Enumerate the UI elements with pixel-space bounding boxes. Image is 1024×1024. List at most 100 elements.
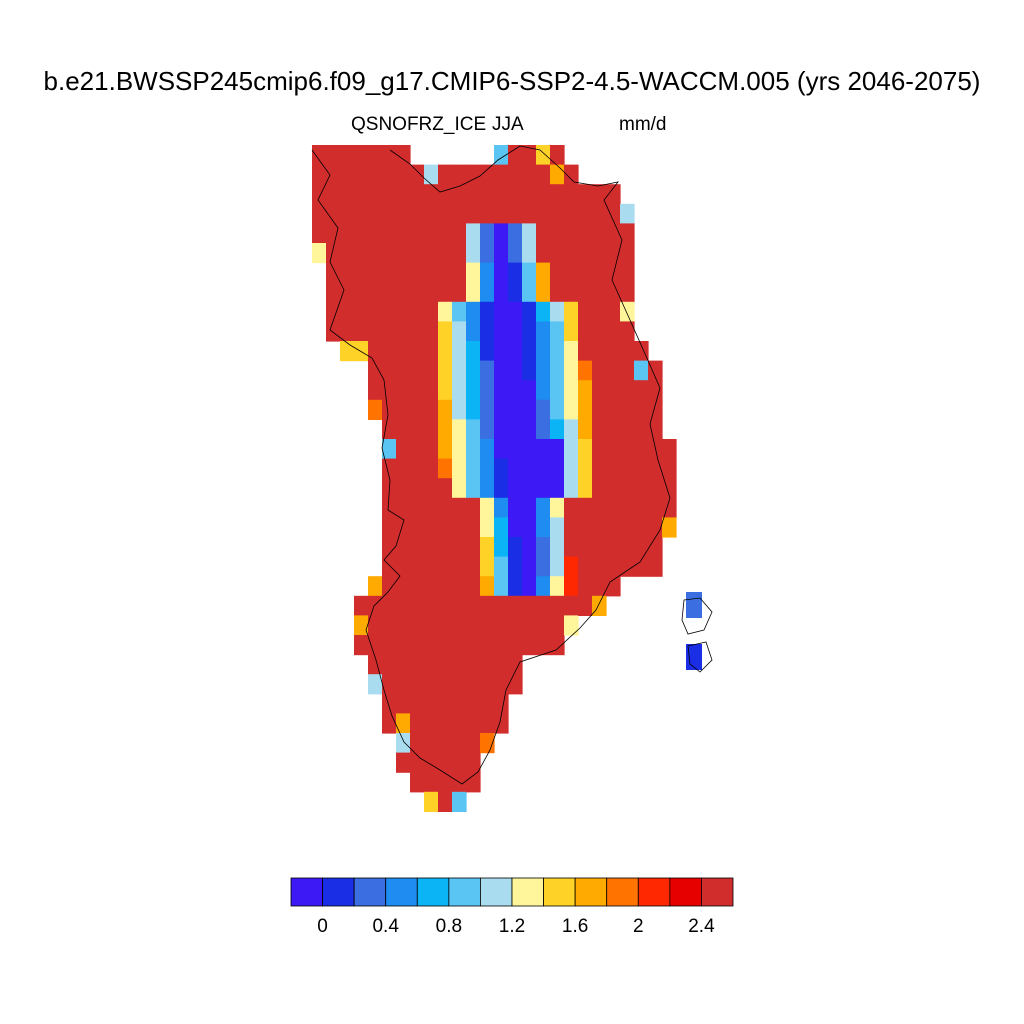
grid-cell — [368, 184, 383, 205]
grid-cell — [480, 184, 495, 205]
grid-cell — [620, 439, 635, 460]
grid-cell — [466, 243, 481, 264]
grid-cell — [368, 576, 383, 597]
grid-cell — [494, 595, 509, 616]
grid-cell — [396, 713, 411, 734]
grid-cell — [382, 419, 397, 440]
grid-cell — [606, 556, 621, 577]
grid-cell — [312, 145, 327, 166]
grid-cell — [522, 595, 537, 616]
grid-cell — [536, 243, 551, 264]
grid-cell — [410, 635, 425, 656]
grid-cell — [662, 458, 677, 479]
grid-cell — [382, 282, 397, 303]
grid-cell — [494, 419, 509, 440]
grid-cell — [382, 635, 397, 656]
grid-cell — [396, 203, 411, 224]
grid-cell — [480, 439, 495, 460]
grid-cell — [564, 360, 579, 381]
grid-cell — [592, 321, 607, 342]
grid-cell — [396, 360, 411, 381]
grid-cell — [508, 635, 523, 656]
grid-cell — [466, 772, 481, 793]
grid-cell — [466, 497, 481, 518]
grid-cell — [620, 243, 635, 264]
grid-cell — [438, 693, 453, 714]
grid-cell — [592, 576, 607, 597]
grid-cell — [592, 419, 607, 440]
grid-cell — [340, 262, 355, 283]
grid-cell — [368, 635, 383, 656]
grid-cell — [368, 164, 383, 185]
grid-cell — [410, 380, 425, 401]
grid-cell — [480, 693, 495, 714]
grid-cell — [550, 321, 565, 342]
grid-cell — [522, 497, 537, 518]
grid-cell — [438, 595, 453, 616]
grid-cell — [438, 341, 453, 362]
grid-cell — [578, 419, 593, 440]
grid-cell — [522, 556, 537, 577]
grid-cell — [592, 341, 607, 362]
grid-cell — [550, 517, 565, 538]
grid-cell — [424, 654, 439, 675]
grid-cell — [592, 556, 607, 577]
grid-cell — [522, 321, 537, 342]
grid-cell — [550, 145, 565, 166]
grid-cell — [396, 556, 411, 577]
grid-cell — [368, 282, 383, 303]
grid-cell — [326, 223, 341, 244]
grid-cell — [620, 380, 635, 401]
grid-cell — [312, 203, 327, 224]
grid-cell — [438, 439, 453, 460]
grid-cell — [424, 321, 439, 342]
grid-cell — [578, 458, 593, 479]
grid-cell — [466, 595, 481, 616]
grid-cell — [410, 184, 425, 205]
colorbar-tick-label: 0.8 — [436, 916, 462, 937]
grid-cell — [620, 497, 635, 518]
grid-cell — [424, 439, 439, 460]
grid-cell — [340, 203, 355, 224]
grid-cell — [410, 439, 425, 460]
grid-cell — [438, 380, 453, 401]
grid-cell — [536, 439, 551, 460]
grid-cell — [522, 164, 537, 185]
grid-cell — [396, 223, 411, 244]
grid-cell — [494, 478, 509, 499]
grid-cell — [438, 517, 453, 538]
grid-cell — [424, 223, 439, 244]
grid-cell — [578, 497, 593, 518]
grid-cell — [592, 203, 607, 224]
grid-cell — [452, 517, 467, 538]
grid-cell — [550, 419, 565, 440]
grid-cell — [410, 674, 425, 695]
grid-cell — [368, 380, 383, 401]
grid-cell — [326, 203, 341, 224]
grid-cell — [606, 243, 621, 264]
grid-cell — [396, 145, 411, 166]
grid-cell — [410, 458, 425, 479]
grid-cell — [382, 262, 397, 283]
grid-cell — [578, 223, 593, 244]
grid-cell — [424, 615, 439, 636]
grid-cell — [592, 360, 607, 381]
grid-cell — [606, 497, 621, 518]
grid-cell — [508, 360, 523, 381]
grid-cell — [550, 282, 565, 303]
grid-cell — [368, 301, 383, 322]
grid-cell — [466, 262, 481, 283]
grid-cell — [508, 262, 523, 283]
grid-cell — [620, 282, 635, 303]
grid-cell — [564, 576, 579, 597]
grid-cell — [410, 341, 425, 362]
grid-cell — [508, 203, 523, 224]
grid-cell — [340, 184, 355, 205]
grid-cell — [424, 341, 439, 362]
grid-cell — [564, 458, 579, 479]
grid-cell — [634, 419, 649, 440]
grid-cell — [340, 341, 355, 362]
grid-cell — [382, 595, 397, 616]
grid-cell — [564, 517, 579, 538]
grid-cell — [438, 223, 453, 244]
